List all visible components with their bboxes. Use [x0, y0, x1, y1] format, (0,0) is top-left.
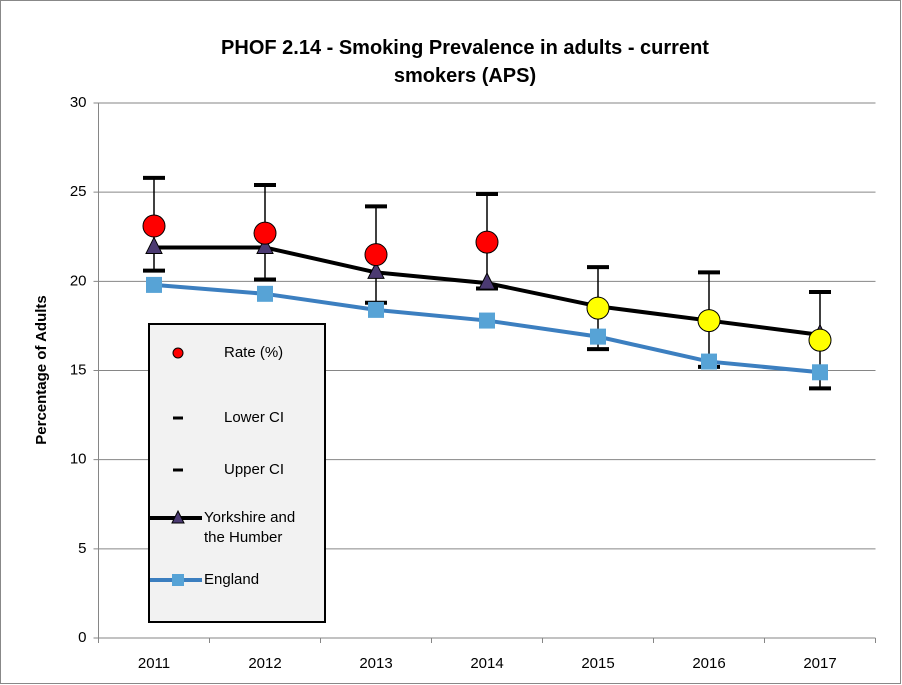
england-marker: [701, 353, 717, 370]
legend-marker: [171, 509, 185, 524]
legend-entry: Rate (%): [150, 343, 326, 363]
y-axis-label: Percentage of Adults: [33, 295, 50, 444]
england-marker: [479, 312, 495, 329]
x-tick-label: 2011: [138, 655, 170, 672]
rate-marker: [142, 214, 166, 238]
y-tick-label: 30: [70, 94, 87, 111]
england-marker: [368, 301, 384, 318]
legend-icon: [173, 468, 183, 472]
england-marker: [257, 285, 273, 302]
y-tick-label: 25: [70, 183, 87, 200]
yorkshire-marker: [478, 271, 496, 290]
legend-marker: [172, 347, 184, 359]
legend-entry: England: [150, 570, 326, 590]
x-tick-label: 2016: [692, 655, 725, 672]
chart-title: PHOF 2.14 - Smoking Prevalence in adults…: [221, 37, 709, 87]
legend-label: Yorkshire and the Humber: [204, 509, 296, 546]
legend-icon: [172, 347, 184, 359]
rate-marker: [364, 243, 388, 267]
y-tick-label: 10: [70, 451, 87, 468]
rate-marker: [586, 296, 610, 320]
rate-marker: [475, 230, 499, 254]
yorkshire-marker: [145, 236, 163, 254]
legend-label: Upper CI: [224, 461, 285, 478]
legend-icon: [173, 416, 183, 420]
y-tick-label: 5: [78, 540, 86, 557]
rate-marker: [808, 328, 832, 352]
legend-label: England: [204, 571, 260, 588]
x-tick-label: 2014: [470, 655, 503, 672]
england-marker: [590, 328, 606, 345]
legend: Rate (%) Lower CI Upper CI Yorkshire and th…: [148, 323, 326, 623]
legend-entry: Upper CI: [150, 460, 326, 480]
y-tick-label: 0: [78, 629, 86, 646]
x-tick-label: 2012: [248, 655, 281, 672]
legend-icon: [150, 574, 202, 586]
y-tick-label: 20: [70, 272, 87, 289]
yorkshire-marker: [256, 236, 274, 254]
legend-marker: [172, 574, 184, 586]
x-tick-label: 2013: [359, 655, 392, 672]
yorkshire-marker: [367, 261, 385, 279]
x-tick-label: 2015: [581, 655, 614, 672]
legend-label: Lower CI: [224, 409, 285, 426]
legend-icon: [150, 509, 202, 524]
legend-entry: Lower CI: [150, 408, 326, 428]
legend-entry: Yorkshire and the Humber: [150, 508, 326, 548]
rate-marker: [253, 221, 277, 245]
x-tick-label: 2017: [803, 655, 836, 672]
y-tick-label: 15: [70, 361, 87, 378]
rate-marker: [697, 309, 721, 333]
england-marker: [812, 364, 828, 381]
england-marker: [146, 276, 162, 293]
legend-label: Rate (%): [224, 344, 284, 361]
